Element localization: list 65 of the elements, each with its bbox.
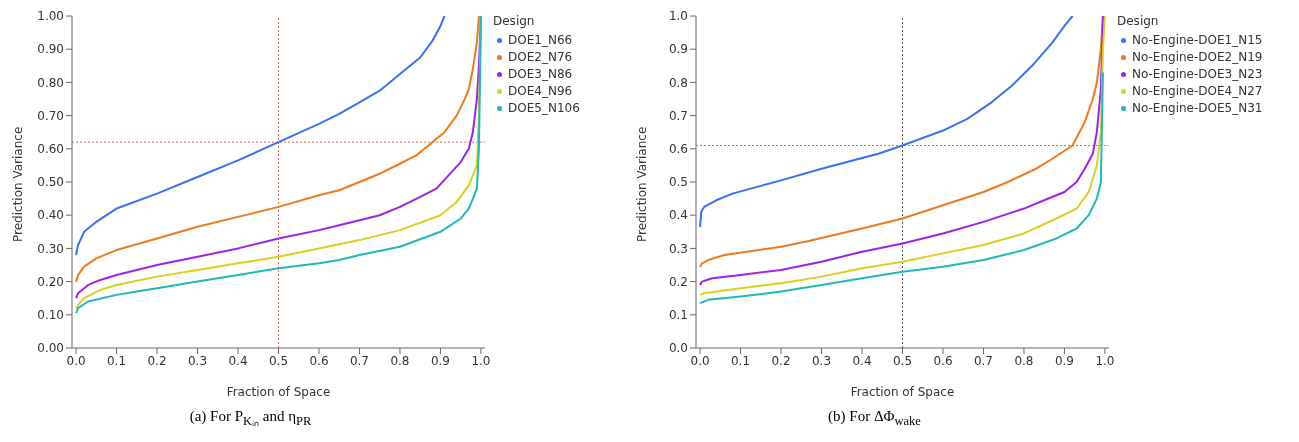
legend-label: DOE3_N86 — [508, 66, 573, 83]
y-tick-label: 0.9 — [668, 42, 688, 57]
line-series — [699, 71, 1104, 305]
x-axis-title: Fraction of Space — [226, 385, 331, 399]
x-tick-label: 0.8 — [1014, 353, 1034, 368]
x-tick-label: 0.8 — [390, 353, 410, 368]
line-series — [699, 16, 1074, 228]
x-tick-label: 0.6 — [933, 353, 953, 368]
y-tick-label: 0.30 — [37, 241, 64, 256]
x-tick-label: 0.9 — [430, 353, 451, 368]
legend-label: No-Engine-DOE1_N15 — [1132, 32, 1263, 49]
y-tick-label: 0.20 — [37, 274, 64, 289]
y-tick-label: 0.00 — [37, 341, 64, 356]
legend-title: Design — [1117, 14, 1160, 28]
y-axis-title: Prediction Variance — [11, 126, 26, 242]
x-tick-label: 0.3 — [811, 353, 832, 368]
x-tick-label: 0.0 — [66, 353, 86, 368]
x-tick-label: 0.3 — [187, 353, 208, 368]
y-tick-label: 0.90 — [37, 42, 64, 57]
x-tick-label: 0.6 — [309, 353, 329, 368]
y-tick-label: 0.5 — [668, 175, 688, 190]
x-tick-label: 0.1 — [730, 353, 751, 368]
y-tick-label: 0.60 — [37, 142, 64, 157]
y-tick-label: 0.10 — [37, 308, 64, 323]
legend-label: DOE5_N106 — [508, 100, 580, 117]
x-tick-label: 1.0 — [471, 353, 491, 368]
x-tick-label: 0.5 — [268, 353, 289, 368]
x-tick-label: 1.0 — [1095, 353, 1115, 368]
legend-label: No-Engine-DOE2_N19 — [1132, 49, 1263, 66]
y-axis-title: Prediction Variance — [635, 126, 650, 242]
x-tick-label: 0.2 — [147, 353, 167, 368]
x-tick-label: 0.7 — [349, 353, 370, 368]
y-tick-label: 0.0 — [668, 341, 688, 356]
legend-label: No-Engine-DOE5_N31 — [1132, 100, 1263, 117]
x-tick-label: 0.5 — [892, 353, 913, 368]
x-tick-label: 0.7 — [973, 353, 994, 368]
y-tick-label: 1.00 — [37, 9, 64, 24]
x-axis-title: Fraction of Space — [850, 385, 955, 399]
x-tick-label: 0.9 — [1054, 353, 1075, 368]
y-tick-label: 0.4 — [668, 208, 688, 223]
y-tick-label: 0.1 — [668, 308, 688, 323]
text: (a) For P$_{Kᵢₙ}$ and η$_{PR}$ — [188, 408, 313, 429]
text: (b) For ΔΦ$_{wake}$ — [827, 408, 922, 429]
y-tick-label: 0.80 — [37, 75, 64, 90]
legend-label: DOE1_N66 — [508, 32, 573, 49]
line-series — [75, 16, 446, 257]
x-tick-label: 0.1 — [106, 353, 127, 368]
y-tick-label: 1.0 — [668, 9, 688, 24]
y-tick-label: 0.2 — [668, 274, 688, 289]
x-tick-label: 0.4 — [228, 353, 248, 368]
legend-label: DOE4_N96 — [508, 83, 573, 100]
x-tick-label: 0.4 — [852, 353, 872, 368]
y-tick-label: 0.7 — [668, 108, 688, 123]
y-tick-label: 0.40 — [37, 208, 64, 223]
y-tick-label: 0.8 — [668, 75, 688, 90]
x-tick-label: 0.0 — [690, 353, 710, 368]
y-tick-label: 0.50 — [37, 175, 64, 190]
x-tick-label: 0.2 — [771, 353, 791, 368]
y-tick-label: 0.3 — [668, 241, 688, 256]
legend-label: No-Engine-DOE4_N27 — [1132, 83, 1263, 100]
y-tick-label: 0.70 — [37, 108, 64, 123]
y-tick-label: 0.6 — [668, 142, 688, 157]
legend-label: DOE2_N76 — [508, 49, 573, 66]
legend-title: Design — [493, 14, 536, 28]
legend-label: No-Engine-DOE3_N23 — [1132, 66, 1263, 83]
